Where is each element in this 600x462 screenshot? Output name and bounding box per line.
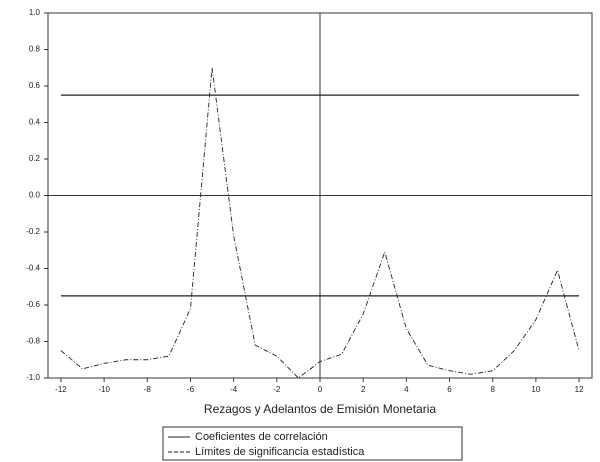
x-tick-label: -2 [273,385,281,394]
y-tick-label: -0.4 [26,264,40,273]
x-tick-label: 0 [318,385,323,394]
y-tick-label: 0.0 [29,191,41,200]
y-tick-label: 0.4 [29,118,41,127]
y-tick-label: 0.8 [29,45,41,54]
y-tick-label: -1.0 [26,373,40,382]
y-tick-label: -0.6 [26,300,40,309]
x-tick-label: 4 [404,385,409,394]
x-tick-label: -12 [55,385,67,394]
x-tick-label: 6 [447,385,452,394]
x-tick-label: 10 [531,385,540,394]
x-axis-title: Rezagos y Adelantos de Emisión Monetaria [204,402,436,416]
legend-label: Límites de significancia estadística [195,446,365,458]
x-tick-label: -4 [230,385,238,394]
y-tick-label: -0.8 [26,337,40,346]
y-tick-label: -0.2 [26,227,40,236]
x-tick-label: -6 [187,385,195,394]
x-tick-label: 8 [490,385,495,394]
y-tick-label: 1.0 [29,8,41,17]
x-tick-label: 2 [361,385,366,394]
correlation-line [60,67,580,379]
legend-label: Coeficientes de correlación [195,431,328,443]
x-tick-label: -10 [98,385,110,394]
x-tick-label: -8 [144,385,152,394]
x-tick-label: 12 [575,385,584,394]
y-tick-label: 0.6 [29,81,41,90]
legend-box [162,426,463,461]
y-tick-label: 0.2 [29,154,41,163]
